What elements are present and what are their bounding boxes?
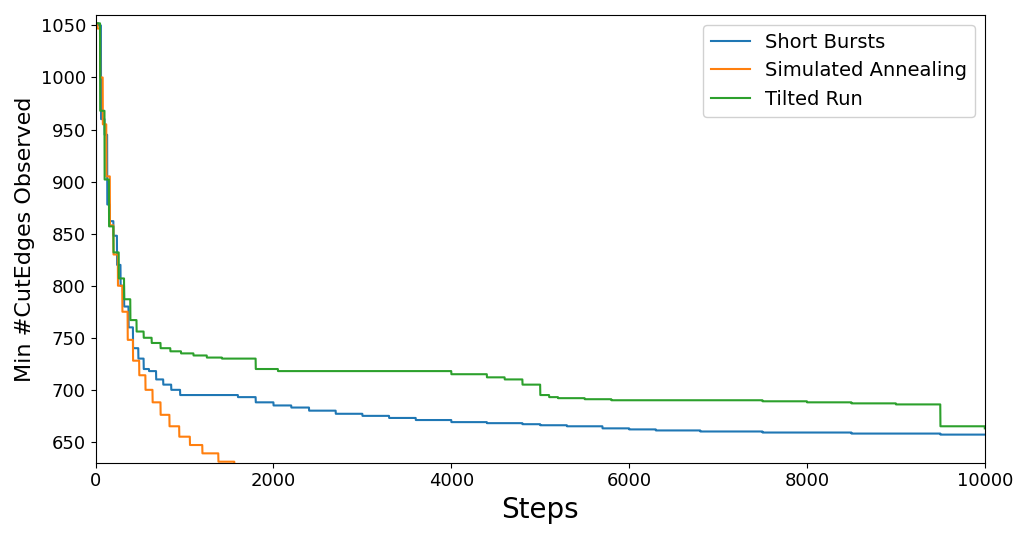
Simulated Annealing — [609, 472, 621, 479]
Y-axis label: Min #CutEdges Observed: Min #CutEdges Observed — [15, 96, 35, 382]
Short Bursts — [89, 20, 102, 26]
Short Bursts — [703, 429, 715, 435]
Simulated Annealing — [246, 472, 258, 479]
Simulated Annealing — [263, 472, 276, 479]
Simulated Annealing — [181, 433, 193, 440]
Short Bursts — [263, 399, 276, 405]
Tilted Run — [979, 425, 991, 432]
Tilted Run — [89, 20, 102, 26]
Short Bursts — [979, 431, 991, 438]
Line: Simulated Annealing: Simulated Annealing — [96, 23, 985, 475]
Short Bursts — [937, 431, 949, 438]
X-axis label: Steps: Steps — [502, 496, 579, 524]
Legend: Short Bursts, Simulated Annealing, Tilted Run: Short Bursts, Simulated Annealing, Tilte… — [703, 25, 976, 117]
Line: Tilted Run: Tilted Run — [96, 23, 985, 429]
Tilted Run — [609, 397, 621, 404]
Simulated Annealing — [937, 472, 949, 479]
Short Bursts — [691, 427, 703, 434]
Tilted Run — [691, 397, 703, 404]
Line: Short Bursts: Short Bursts — [96, 23, 985, 434]
Short Bursts — [181, 392, 193, 398]
Simulated Annealing — [703, 472, 715, 479]
Tilted Run — [703, 397, 715, 404]
Short Bursts — [609, 425, 621, 432]
Tilted Run — [263, 366, 276, 372]
Short Bursts — [934, 431, 947, 438]
Simulated Annealing — [691, 472, 703, 479]
Tilted Run — [181, 350, 193, 357]
Simulated Annealing — [89, 20, 102, 26]
Tilted Run — [935, 423, 948, 430]
Simulated Annealing — [979, 472, 991, 479]
